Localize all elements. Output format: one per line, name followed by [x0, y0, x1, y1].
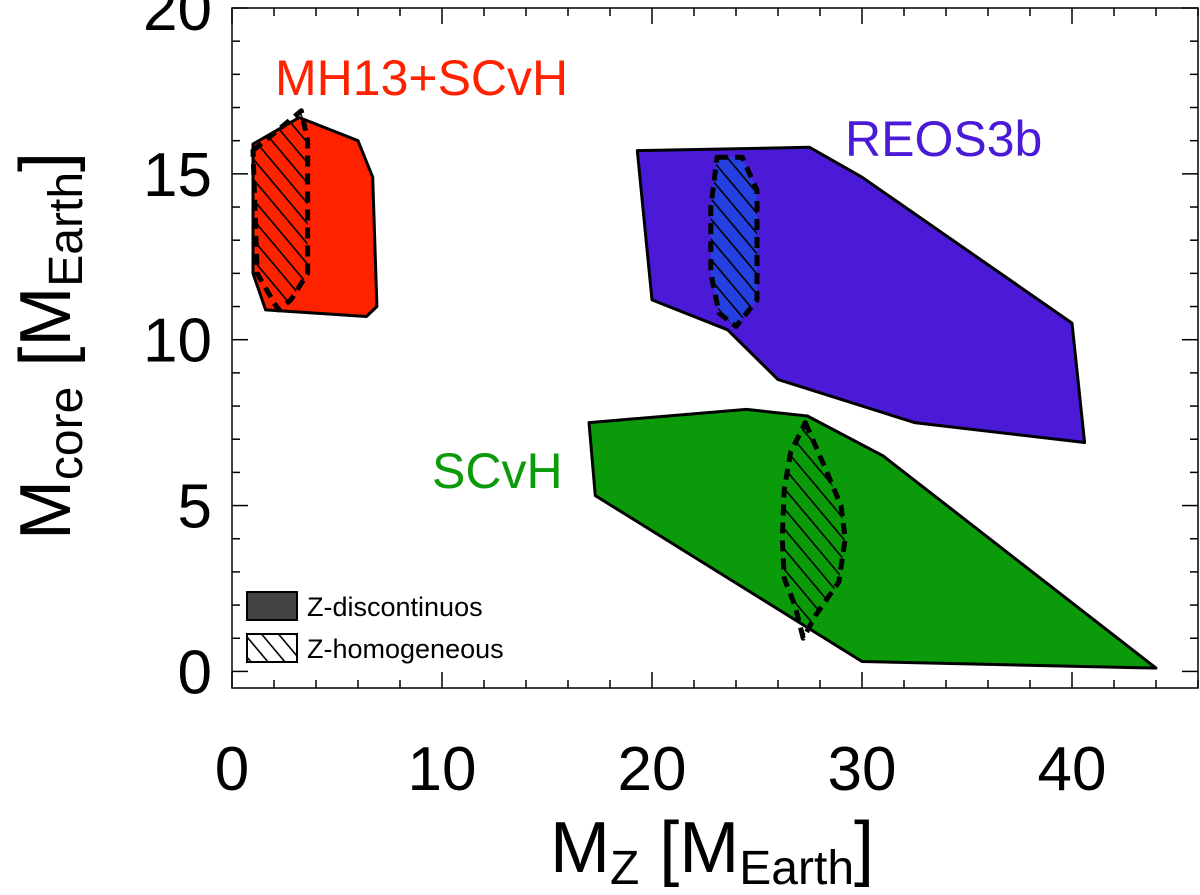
x-tick-labels: 0 10 20 30 40 [215, 735, 1107, 804]
y-axis-title-unit-open: [M [6, 287, 86, 367]
legend-swatch-hatched [246, 633, 298, 663]
x-axis-title-unit-close: ] [854, 808, 874, 888]
x-axis-title: MZ [MEarth] [550, 808, 874, 895]
x-axis-title-space [639, 808, 659, 888]
region-mh13-scvh-homogeneous [250, 108, 311, 313]
region-reos3b-homogeneous [708, 154, 760, 329]
y-axis-title-unit-sub: Earth [40, 172, 93, 287]
y-axis-title-space [6, 367, 86, 387]
axes [231, 7, 1199, 689]
svg-text:Mcore [MEarth]: Mcore [MEarth] [6, 152, 93, 540]
x-tick-label: 0 [215, 735, 249, 804]
y-axis-title-sub: core [40, 387, 93, 480]
region-label-mh13-scvh: MH13+SCvH [275, 50, 568, 106]
y-axis-title: Mcore [MEarth] [6, 152, 93, 540]
x-axis-title-unit-open: [M [659, 808, 739, 888]
x-axis-title-sub: Z [610, 842, 639, 895]
y-tick-label: 5 [178, 473, 212, 542]
region-scvh-discontinuous [587, 407, 1158, 670]
x-axis-title-main: M [550, 808, 610, 888]
legend-label-solid: Z-discontinuos [307, 592, 483, 622]
y-tick-label: 15 [143, 141, 212, 210]
legend: Z-discontinuos Z-homogeneous [246, 591, 504, 664]
y-tick-label: 0 [178, 638, 212, 707]
x-axis-title-unit-sub: Earth [739, 842, 854, 895]
region-reos3b-discontinuous [635, 145, 1087, 444]
x-tick-label: 30 [828, 735, 897, 804]
region-label-scvh: SCvH [432, 443, 563, 499]
region-label-reos3b: REOS3b [845, 111, 1042, 167]
legend-label-hatched: Z-homogeneous [307, 634, 504, 664]
plot-regions [250, 108, 1158, 670]
x-tick-label: 40 [1038, 735, 1107, 804]
y-axis-title-main: M [6, 480, 86, 540]
region-scvh-homogeneous [779, 420, 848, 641]
y-tick-label: 20 [143, 0, 212, 44]
x-tick-label: 20 [618, 735, 687, 804]
y-axis-title-unit-close: ] [6, 152, 86, 172]
y-tick-label: 10 [143, 307, 212, 376]
x-tick-label: 10 [408, 735, 477, 804]
y-tick-labels: 0 5 10 15 20 [143, 0, 212, 707]
plot-frame [231, 7, 1199, 689]
legend-swatch-solid [246, 591, 298, 621]
